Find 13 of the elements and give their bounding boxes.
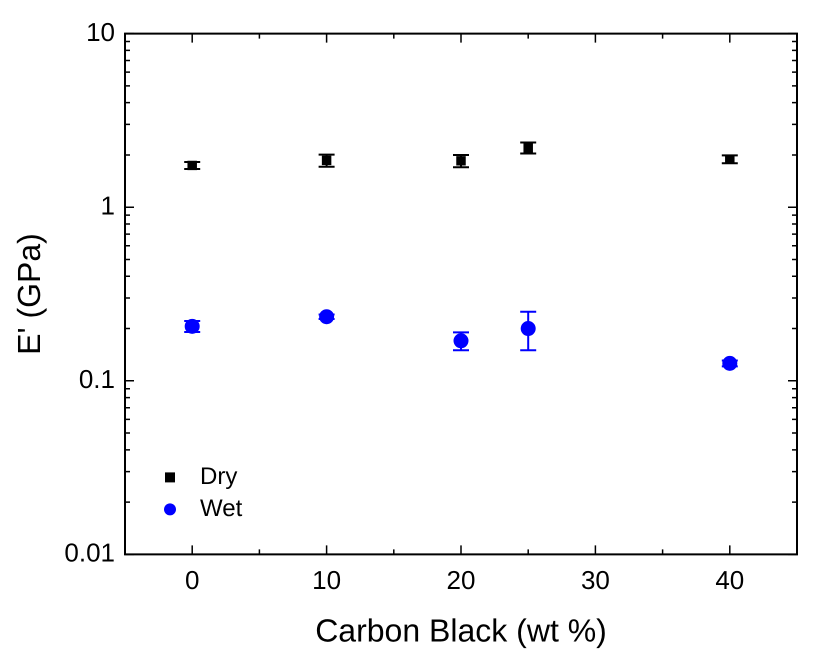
x-tick-label: 0 — [184, 565, 200, 596]
y-tick-label: 10 — [86, 16, 116, 47]
y-tick-label: 1 — [100, 190, 116, 220]
x-tick-label: 40 — [715, 565, 744, 596]
x-tick-label: 20 — [446, 565, 476, 596]
x-axis-title: Carbon Black (wt %) — [315, 612, 607, 649]
y-axis-title: E' (GPa) — [11, 233, 48, 355]
y-tick-label: 0.1 — [78, 364, 116, 394]
x-tick-label: 30 — [580, 565, 610, 596]
legend-label: Wet — [200, 495, 243, 522]
x-tick-label: 10 — [312, 565, 342, 596]
legend-label: Dry — [200, 463, 238, 490]
y-tick-label: 0.01 — [64, 538, 116, 568]
